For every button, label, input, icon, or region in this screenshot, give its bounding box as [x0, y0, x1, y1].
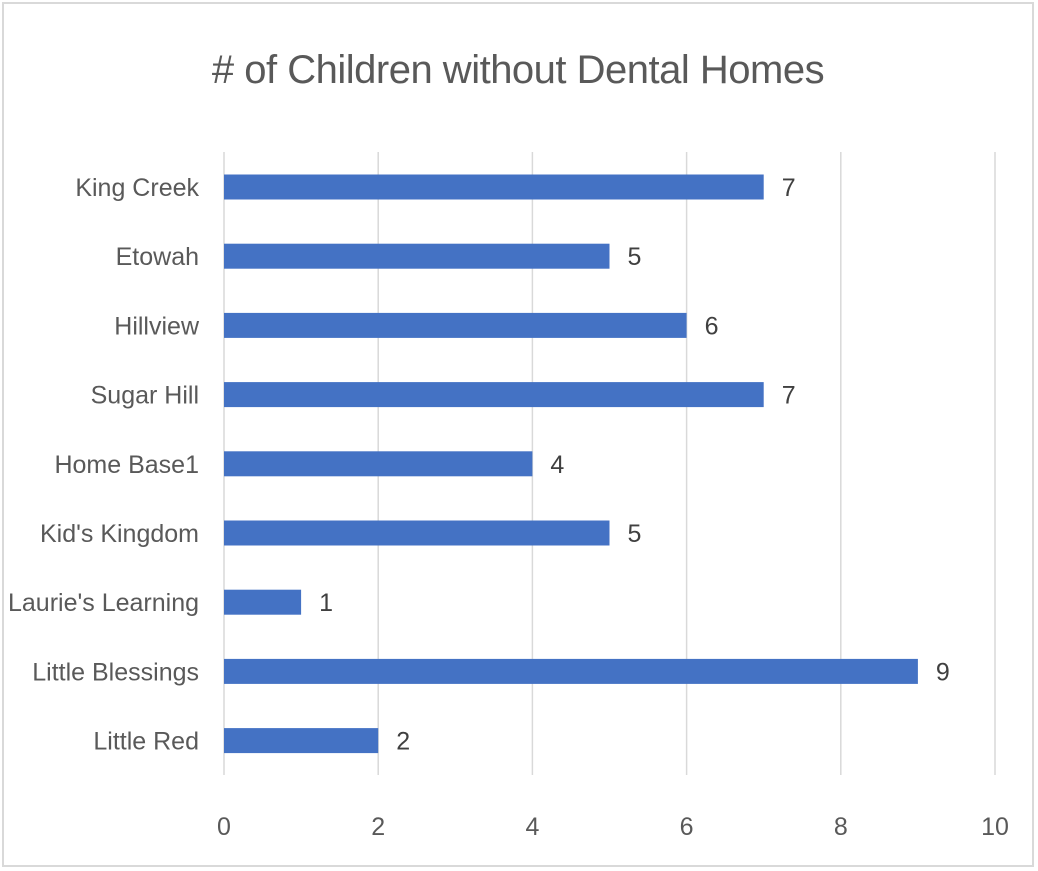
- x-tick-label: 2: [371, 813, 385, 841]
- bar: [224, 520, 610, 546]
- category-label: Sugar Hill: [91, 382, 199, 410]
- chart-title: # of Children without Dental Homes: [211, 48, 825, 92]
- bar: [224, 312, 687, 338]
- data-label: 9: [936, 658, 950, 686]
- category-label: Laurie's Learning: [8, 589, 199, 617]
- bar: [224, 174, 764, 200]
- category-label: Little Blessings: [32, 658, 199, 686]
- data-label: 7: [782, 174, 796, 202]
- data-label: 1: [319, 589, 333, 617]
- category-label: Kid's Kingdom: [40, 520, 199, 548]
- data-label: 7: [782, 382, 796, 410]
- x-tick-label: 8: [834, 813, 848, 841]
- data-labels: 7 5 6 7 4 5 1 9 2: [319, 174, 950, 756]
- x-axis-tick-labels: 0 2 4 6 8 10: [217, 813, 1009, 841]
- data-label: 5: [628, 520, 642, 548]
- data-label: 4: [550, 451, 564, 479]
- bar: [224, 382, 764, 408]
- bar: [224, 243, 610, 269]
- x-tick-label: 4: [525, 813, 539, 841]
- bar: [224, 658, 918, 684]
- category-label: Hillview: [114, 312, 200, 340]
- x-tick-label: 10: [981, 813, 1009, 841]
- data-label: 2: [396, 728, 410, 756]
- category-labels: King Creek Etowah Hillview Sugar Hill Home B…: [8, 174, 200, 756]
- category-label: Little Red: [93, 728, 199, 756]
- bars: [224, 174, 918, 754]
- x-tick-label: 6: [680, 813, 694, 841]
- x-tick-label: 0: [217, 813, 231, 841]
- category-label: Home Base1: [54, 451, 199, 479]
- category-label: King Creek: [75, 174, 199, 202]
- category-label: Etowah: [116, 243, 199, 271]
- bar: [224, 728, 379, 754]
- data-label: 5: [628, 243, 642, 271]
- data-label: 6: [705, 312, 719, 340]
- bar: [224, 451, 533, 477]
- bar: [224, 589, 302, 615]
